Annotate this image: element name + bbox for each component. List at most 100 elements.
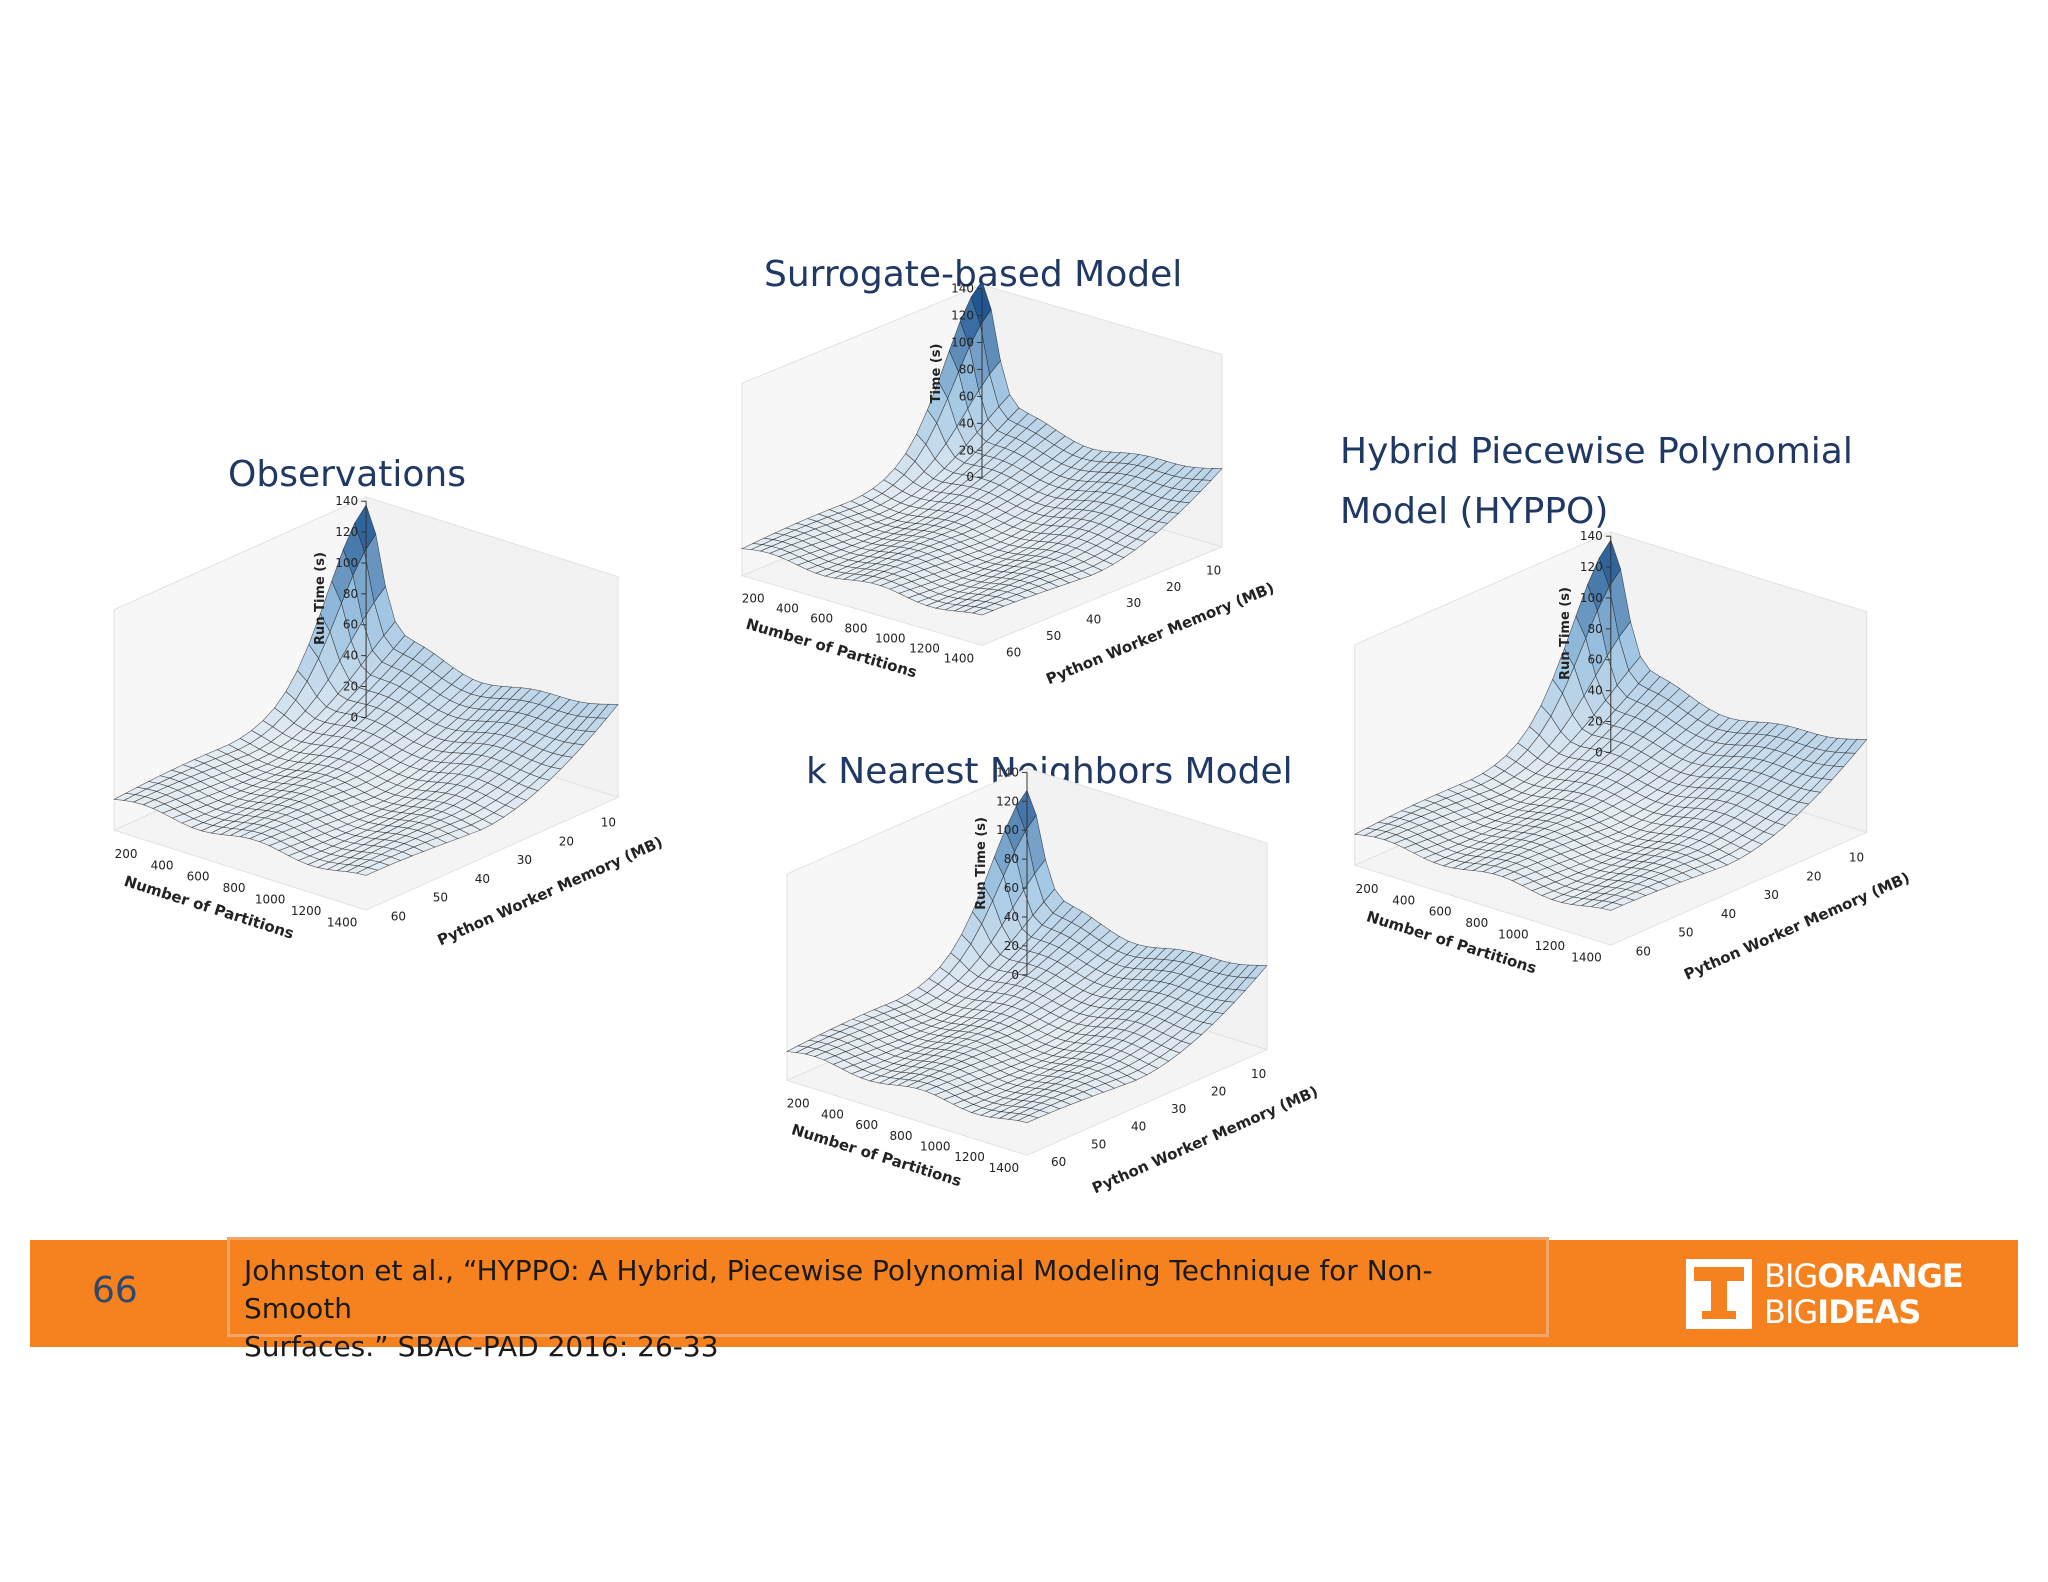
surface-mesh: [740, 280, 1223, 616]
panel-title-hyppo-line1: Hybrid Piecewise Polynomial: [1340, 431, 1853, 472]
x-tick-label: 1000: [255, 893, 286, 907]
z-tick-label: 80: [959, 362, 974, 376]
x-tick-label: 1000: [1498, 928, 1529, 942]
z-axis-label: Run Time (s): [1558, 587, 1573, 680]
citation-box: Johnston et al., “HYPPO: A Hybrid, Piece…: [227, 1237, 1549, 1363]
x-tick-label: 400: [1392, 893, 1415, 907]
z-tick-label: 0: [1595, 745, 1603, 759]
z-axis-label: Time (s): [929, 344, 944, 404]
y-tick-label: 30: [1764, 888, 1779, 902]
y-tick-label: 20: [559, 834, 574, 848]
citation-line-1: Johnston et al., “HYPPO: A Hybrid, Piece…: [244, 1254, 1433, 1325]
y-tick-label: 20: [1166, 580, 1181, 594]
z-tick-label: 0: [966, 470, 974, 484]
z-tick-label: 0: [1011, 968, 1019, 982]
surface-mesh: [785, 789, 1268, 1124]
y-tick-label: 10: [1849, 850, 1864, 864]
z-axis: 0 20 40 60 80 100 120 140 Run Time (s): [974, 765, 1028, 982]
x-tick-label: 1400: [327, 915, 358, 929]
z-tick-label: 80: [343, 587, 358, 601]
y-tick-label: 60: [391, 909, 406, 923]
z-tick-label: 140: [951, 282, 974, 296]
x-tick-label: 200: [742, 592, 765, 606]
logo-line-1: BIGORANGE: [1764, 1257, 1964, 1295]
y-tick-label: 60: [1636, 944, 1651, 958]
z-tick-label: 140: [335, 494, 358, 508]
page-number: 66: [92, 1270, 138, 1311]
x-tick-label: 200: [115, 847, 138, 861]
surface-cell: [785, 1045, 809, 1053]
power-t-icon: [1686, 1259, 1752, 1329]
y-tick-label: 60: [1006, 645, 1021, 659]
surface-cell: [740, 543, 764, 550]
y-tick-label: 50: [1091, 1137, 1106, 1151]
z-tick-label: 100: [996, 823, 1019, 837]
z-axis: 0 20 40 60 80 100 120 140 Time (s): [929, 282, 983, 484]
x-tick-label: 200: [1356, 882, 1379, 896]
z-tick-label: 40: [343, 649, 358, 663]
x-tick-label: 600: [855, 1118, 878, 1132]
surface-cell: [113, 793, 137, 801]
x-tick-label: 600: [187, 870, 210, 884]
z-tick-label: 140: [996, 765, 1019, 779]
z-tick-label: 120: [996, 794, 1019, 808]
x-tick-label: 1400: [989, 1161, 1020, 1175]
x-tick-label: 1200: [909, 641, 940, 655]
z-tick-label: 20: [1004, 939, 1019, 953]
y-tick-label: 20: [1211, 1085, 1226, 1099]
x-tick-label: 800: [845, 621, 868, 635]
surface-plot-knn: 0 20 40 60 80 100 120 140 Run Time (s) 200 400 600 8…: [745, 765, 1345, 1230]
z-tick-label: 80: [1588, 622, 1603, 636]
footer-bar: 66 Johnston et al., “HYPPO: A Hybrid, Pi…: [30, 1237, 2018, 1363]
x-tick-label: 400: [776, 602, 799, 616]
surface-cell: [1353, 828, 1378, 836]
x-tick-label: 1200: [954, 1150, 985, 1164]
x-tick-label: 800: [223, 881, 246, 895]
x-tick-label: 400: [821, 1107, 844, 1121]
y-tick-label: 50: [1046, 629, 1061, 643]
z-tick-label: 40: [959, 416, 974, 430]
surface-plot-observations: 0 20 40 60 80 100 120 140 Run Time (s) 200 400 600 8…: [70, 494, 700, 990]
z-tick-label: 60: [959, 389, 974, 403]
x-tick-label: 600: [1429, 905, 1452, 919]
x-tick-label: 800: [890, 1129, 913, 1143]
y-tick-label: 40: [1131, 1120, 1146, 1134]
z-tick-label: 100: [335, 556, 358, 570]
x-tick-label: 200: [787, 1097, 810, 1111]
x-tick-label: 1000: [920, 1139, 951, 1153]
surface-plot-hyppo: 0 20 40 60 80 100 120 140 Run Time (s) 200 400 600 8…: [1310, 529, 1950, 1025]
z-tick-label: 120: [335, 525, 358, 539]
z-tick-label: 60: [1588, 653, 1603, 667]
y-tick-label: 50: [433, 891, 448, 905]
surface-plot-surrogate: 0 20 40 60 80 100 120 140 Time (s) 200 400 600 800 10…: [700, 280, 1300, 715]
y-tick-label: 30: [1126, 596, 1141, 610]
y-tick-label: 50: [1678, 926, 1693, 940]
x-tick-label: 1200: [1535, 939, 1566, 953]
z-tick-label: 20: [959, 443, 974, 457]
x-tick-label: 1000: [875, 631, 906, 645]
z-tick-label: 100: [951, 335, 974, 349]
x-tick-label: 600: [810, 611, 833, 625]
z-tick-label: 20: [1588, 715, 1603, 729]
y-tick-label: 10: [1206, 563, 1221, 577]
x-tick-label: 400: [151, 858, 174, 872]
big-orange-big-ideas-logo: BIGORANGE BIGIDEAS: [1686, 1259, 2026, 1329]
z-tick-label: 40: [1004, 910, 1019, 924]
y-tick-label: 40: [1086, 613, 1101, 627]
panel-title-observations: Observations: [228, 454, 466, 495]
x-tick-label: 1200: [291, 904, 322, 918]
z-tick-label: 80: [1004, 852, 1019, 866]
z-tick-label: 40: [1588, 684, 1603, 698]
z-axis-label: Run Time (s): [313, 552, 328, 645]
z-tick-label: 140: [1580, 529, 1603, 543]
y-tick-label: 40: [475, 872, 490, 886]
z-tick-label: 120: [1580, 560, 1603, 574]
x-tick-label: 1400: [944, 651, 975, 665]
z-axis-label: Run Time (s): [974, 817, 989, 910]
panel-title-hyppo-line2: Model (HYPPO): [1340, 491, 1609, 532]
y-tick-label: 10: [601, 815, 616, 829]
z-tick-label: 20: [343, 680, 358, 694]
x-tick-label: 1400: [1571, 950, 1602, 964]
z-tick-label: 60: [343, 618, 358, 632]
surface-mesh: [1353, 539, 1868, 911]
